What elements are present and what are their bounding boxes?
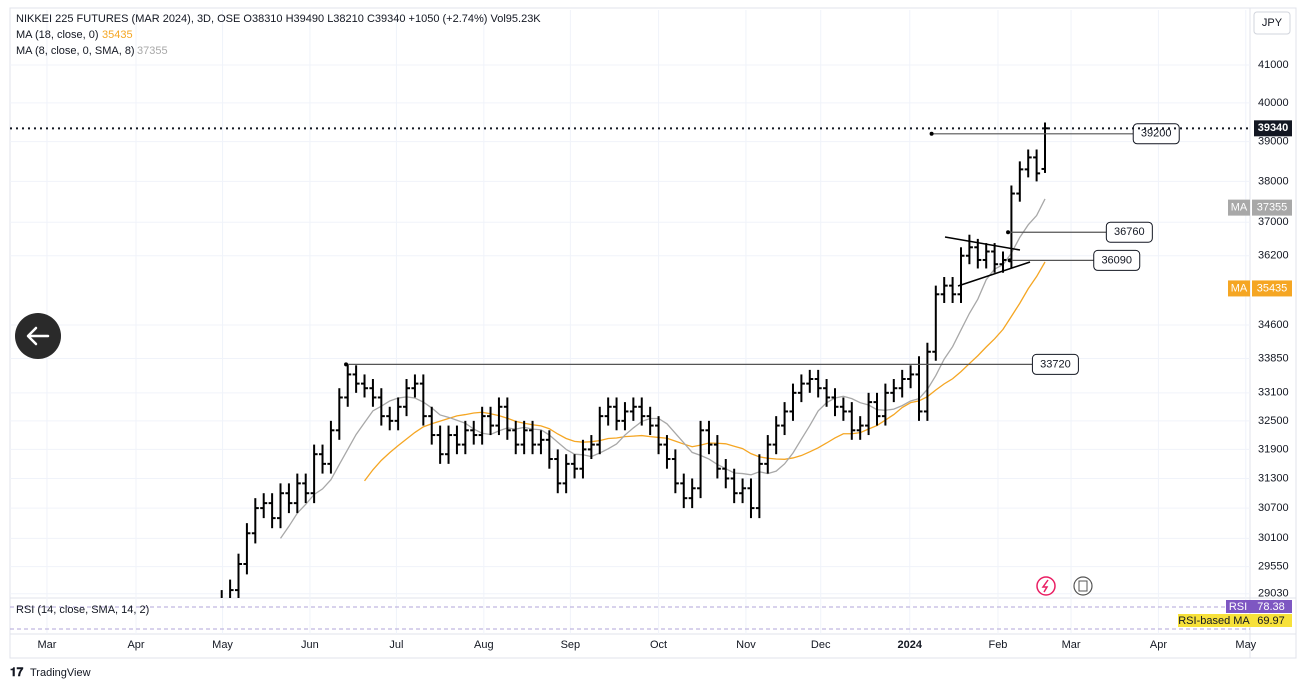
ma-badge-label: MA bbox=[1231, 282, 1248, 294]
ma-badge bbox=[1228, 199, 1250, 216]
x-tick-label: Apr bbox=[1150, 639, 1167, 651]
rsi-ma-badge bbox=[1178, 614, 1250, 627]
trendline bbox=[957, 261, 1031, 287]
alert-icon-bolt bbox=[1041, 579, 1049, 593]
alert-icon[interactable] bbox=[1036, 576, 1056, 596]
annotation-anchor bbox=[1007, 258, 1012, 263]
y-tick-label: 33850 bbox=[1258, 352, 1289, 364]
y-tick-label: 31900 bbox=[1258, 443, 1289, 455]
rsi-badge-label: RSI bbox=[1229, 601, 1247, 613]
ma-badge bbox=[1228, 280, 1250, 297]
annotation-label: 39200 bbox=[1141, 128, 1172, 140]
rsi-value: 78.38 bbox=[1257, 601, 1285, 613]
legend-value: 37355 bbox=[137, 45, 168, 57]
rsi-value-badge bbox=[1250, 600, 1292, 613]
x-tick-label: Aug bbox=[474, 639, 494, 651]
rsi-badge bbox=[1226, 600, 1250, 613]
y-tick-label: 41000 bbox=[1258, 59, 1289, 71]
y-tick-label: 36200 bbox=[1258, 250, 1289, 262]
x-tick-label: Apr bbox=[127, 639, 144, 651]
ma-value: 37355 bbox=[1257, 202, 1288, 214]
trendline bbox=[944, 236, 1021, 251]
x-tick-label: Mar bbox=[37, 639, 56, 651]
rsi-legend: RSI (14, close, SMA, 14, 2) bbox=[16, 604, 149, 616]
ma-badge-label: MA bbox=[1231, 202, 1248, 214]
y-tick-label: 33100 bbox=[1258, 387, 1289, 399]
x-tick-label: Dec bbox=[811, 639, 831, 651]
y-tick-label: 40000 bbox=[1258, 97, 1289, 109]
y-tick-label: 38000 bbox=[1258, 175, 1289, 187]
ma-value-badge bbox=[1252, 280, 1292, 297]
x-tick-label: Nov bbox=[736, 639, 756, 651]
annotation-label: 33720 bbox=[1040, 358, 1071, 370]
y-tick-label: 32500 bbox=[1258, 415, 1289, 427]
annotation-anchor bbox=[1006, 230, 1011, 235]
currency-label[interactable]: JPY bbox=[1262, 17, 1283, 29]
y-tick-label: 34600 bbox=[1258, 319, 1289, 331]
rsi-ma-label: RSI-based MA bbox=[1178, 615, 1250, 627]
rsi-ma-value: 69.97 bbox=[1257, 615, 1285, 627]
y-tick-label: 31300 bbox=[1258, 472, 1289, 484]
x-tick-label: Jun bbox=[301, 639, 319, 651]
y-tick-label: 29030 bbox=[1258, 588, 1289, 600]
timer-icon-glyph bbox=[1078, 580, 1088, 592]
back-arrow bbox=[26, 326, 50, 346]
x-tick-label: Oct bbox=[650, 639, 667, 651]
x-tick-label: May bbox=[1235, 639, 1256, 651]
last-price-badge bbox=[1254, 120, 1292, 137]
y-tick-label: 30100 bbox=[1258, 532, 1289, 544]
rsi-ma-value-badge bbox=[1250, 614, 1292, 627]
brand-name: TradingView bbox=[30, 667, 91, 679]
last-price-label: 39340 bbox=[1258, 122, 1289, 134]
x-tick-label: Feb bbox=[988, 639, 1007, 651]
y-tick-label: 37000 bbox=[1258, 216, 1289, 228]
x-tick-label: May bbox=[212, 639, 233, 651]
legend-value: 35435 bbox=[102, 29, 133, 41]
brand-logo: 𝟏𝟕 bbox=[10, 665, 24, 679]
x-tick-label: Mar bbox=[1062, 639, 1081, 651]
ma-value: 35435 bbox=[1257, 282, 1288, 294]
chart-title: NIKKEI 225 FUTURES (MAR 2024), 3D, OSE O… bbox=[16, 13, 541, 25]
x-tick-label: 2024 bbox=[898, 639, 923, 651]
x-tick-label: Sep bbox=[561, 639, 581, 651]
annotation-anchor bbox=[929, 131, 934, 136]
timer-icon[interactable] bbox=[1073, 576, 1093, 596]
legend-entry: MA (8, close, 0, SMA, 8) bbox=[16, 45, 135, 57]
annotation-label: 36090 bbox=[1101, 254, 1132, 266]
y-tick-label: 39000 bbox=[1258, 136, 1289, 148]
moving-average bbox=[364, 261, 1046, 482]
annotation-anchor bbox=[344, 362, 349, 367]
currency-button[interactable] bbox=[1253, 11, 1291, 35]
chart-frame bbox=[9, 7, 1297, 659]
annotation-box bbox=[1031, 353, 1079, 375]
legend-entry: MA (18, close, 0) bbox=[16, 29, 99, 41]
annotation-label: 36760 bbox=[1114, 226, 1145, 238]
y-tick-label: 29550 bbox=[1258, 560, 1289, 572]
moving-average bbox=[279, 198, 1046, 539]
annotation-box bbox=[1093, 249, 1141, 271]
x-tick-label: Jul bbox=[389, 639, 403, 651]
y-tick-label: 30700 bbox=[1258, 502, 1289, 514]
annotation-box bbox=[1105, 221, 1153, 243]
ma-value-badge bbox=[1252, 199, 1292, 216]
